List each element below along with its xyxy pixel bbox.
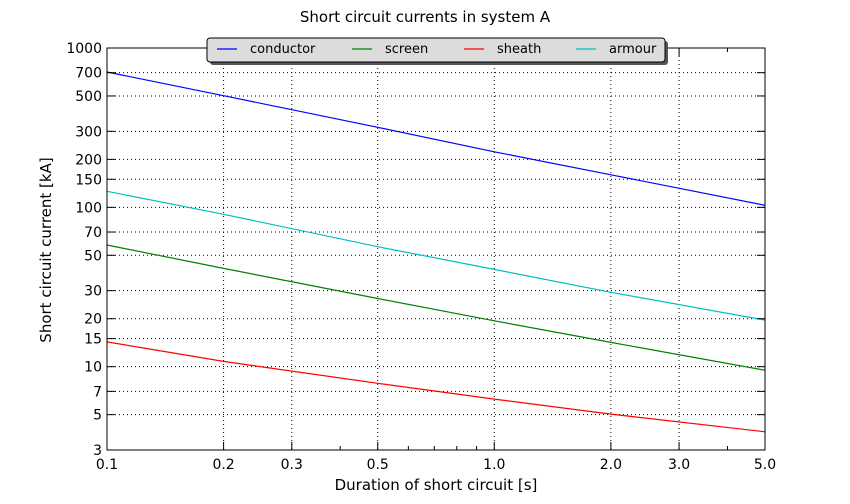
legend: conductor screen sheath armour — [206, 37, 668, 65]
y-tick-label: 150 — [75, 172, 102, 188]
series-line-screen — [106, 244, 766, 371]
y-tick-label: 700 — [75, 66, 102, 82]
y-tick-label: 10 — [84, 360, 102, 376]
y-tick-label: 100 — [75, 200, 102, 216]
x-tick-label: 0.5 — [367, 457, 389, 473]
y-tick-label: 15 — [84, 332, 102, 348]
legend-label: screen — [385, 42, 428, 57]
x-axis-label: Duration of short circuit [s] — [335, 476, 538, 494]
y-tick-label: 50 — [84, 248, 102, 264]
series-line-conductor — [106, 71, 766, 206]
y-tick-label: 70 — [84, 225, 102, 241]
legend-label: armour — [609, 42, 657, 57]
series-line-sheath — [106, 341, 766, 433]
legend-label: conductor — [250, 42, 316, 57]
series-lines — [106, 71, 766, 433]
x-tick-label: 3.0 — [668, 457, 690, 473]
y-tick-label: 5 — [93, 408, 102, 424]
y-tick-label: 20 — [84, 312, 102, 328]
y-tick-label: 7 — [93, 384, 102, 400]
grid — [107, 48, 765, 450]
ticks: 0.1 0.2 0.3 0.5 1.0 2.0 3.0 5.0 3 5 7 10 15 20 30 50 70 1… — [66, 41, 776, 473]
y-tick-label: 500 — [75, 89, 102, 105]
chart-title: Short circuit currents in system A — [300, 8, 551, 26]
x-tick-label: 5.0 — [754, 457, 776, 473]
y-tick-label: 1000 — [66, 41, 102, 57]
series-line-armour — [106, 190, 766, 321]
y-tick-label: 200 — [75, 152, 102, 168]
y-axis-label: Short circuit current [kA] — [37, 157, 55, 342]
legend-box — [206, 37, 666, 63]
legend-label: sheath — [497, 42, 541, 57]
plot-frame — [106, 47, 766, 451]
y-tick-label: 300 — [75, 124, 102, 140]
x-tick-label: 0.3 — [281, 457, 303, 473]
x-tick-label: 1.0 — [483, 457, 505, 473]
x-tick-label: 0.1 — [96, 457, 118, 473]
x-tick-label: 0.2 — [212, 457, 234, 473]
y-tick-label: 3 — [93, 443, 102, 459]
x-tick-label: 2.0 — [600, 457, 622, 473]
y-tick-label: 30 — [84, 284, 102, 300]
